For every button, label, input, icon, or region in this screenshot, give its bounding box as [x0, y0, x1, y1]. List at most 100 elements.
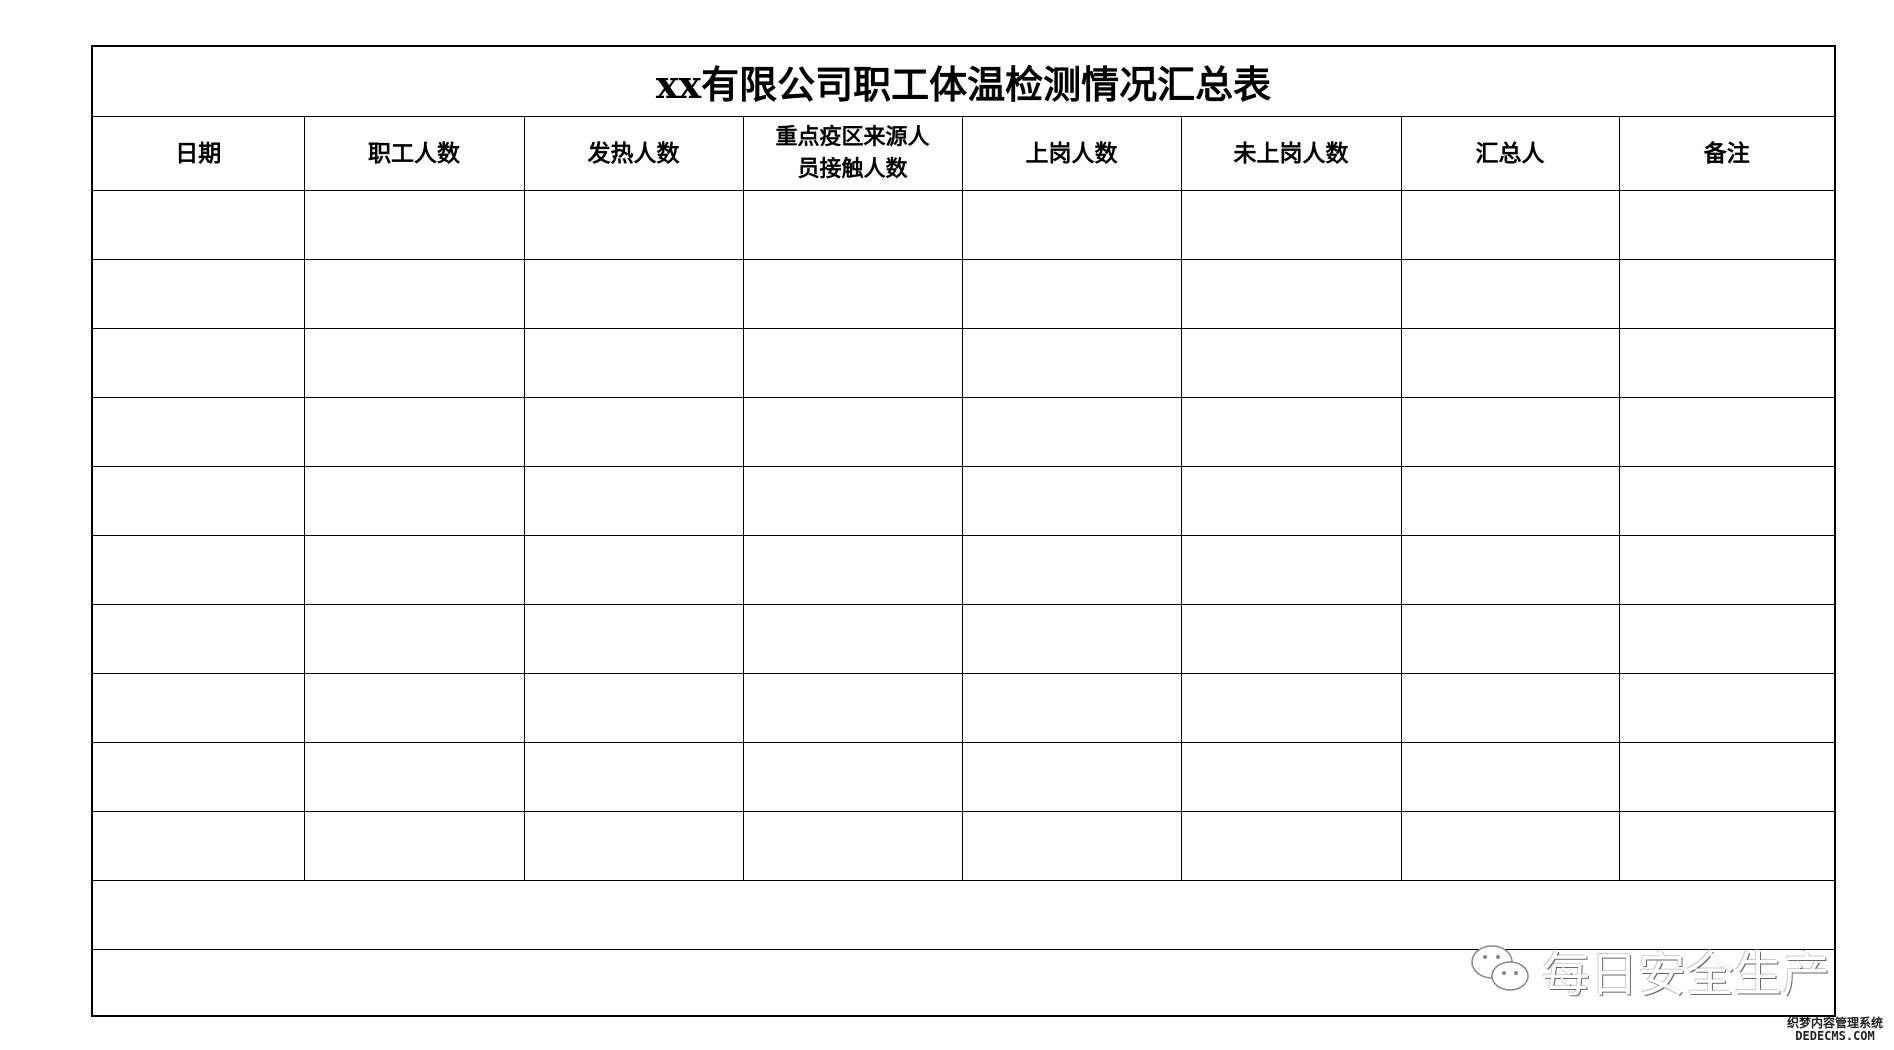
table-cell[interactable] [303, 466, 525, 536]
table-cell[interactable] [93, 397, 305, 467]
table-cell[interactable] [1400, 328, 1620, 398]
table-cell[interactable] [1618, 673, 1834, 743]
table-cell[interactable] [523, 673, 744, 743]
table-cell[interactable] [93, 328, 305, 398]
table-cell[interactable] [961, 811, 1182, 881]
table-cell[interactable] [742, 328, 963, 398]
table-cell[interactable] [1618, 811, 1834, 881]
table-cell[interactable] [1180, 328, 1402, 398]
table-cell[interactable] [961, 466, 1182, 536]
table-cell[interactable] [93, 811, 305, 881]
table-cell[interactable] [742, 811, 963, 881]
table-cell[interactable] [1618, 466, 1834, 536]
table-cell[interactable] [742, 604, 963, 674]
table-cell[interactable] [742, 535, 963, 605]
table-cell[interactable] [523, 811, 744, 881]
table-cell[interactable] [523, 535, 744, 605]
table-cell[interactable] [1400, 535, 1620, 605]
table-cell[interactable] [742, 742, 963, 812]
table-cell[interactable] [523, 604, 744, 674]
table-row [93, 259, 1834, 329]
table-cell[interactable] [303, 259, 525, 329]
column-header: 备注 [1618, 116, 1834, 191]
table-cell[interactable] [1180, 811, 1402, 881]
table-cell[interactable] [303, 397, 525, 467]
table-cell[interactable] [303, 328, 525, 398]
table-cell[interactable] [1400, 673, 1620, 743]
table-cell[interactable] [523, 190, 744, 260]
table-cell[interactable] [1618, 397, 1834, 467]
table-cell[interactable] [93, 673, 305, 743]
table-cell[interactable] [961, 535, 1182, 605]
table-cell[interactable] [93, 259, 305, 329]
table-cell[interactable] [303, 673, 525, 743]
table-cell[interactable] [1618, 328, 1834, 398]
table-cell[interactable] [1400, 466, 1620, 536]
table-row [93, 328, 1834, 398]
table-cell[interactable] [1180, 259, 1402, 329]
table-cell[interactable] [961, 190, 1182, 260]
table-cell[interactable] [1618, 742, 1834, 812]
footer-row [93, 949, 1834, 1018]
temperature-summary-sheet: xx有限公司职工体温检测情况汇总表 日期 职工人数 发热人数 重点疫区来源人 员接触人数… [91, 45, 1836, 1018]
table-cell[interactable] [742, 259, 963, 329]
footer-cell[interactable] [93, 880, 1834, 950]
table-cell[interactable] [1180, 742, 1402, 812]
table-row [93, 742, 1834, 812]
table-cell[interactable] [1400, 190, 1620, 260]
table-cell[interactable] [1400, 397, 1620, 467]
watermark: 每日安全生产 [1470, 935, 1830, 1005]
table-cell[interactable] [523, 328, 744, 398]
table-cell[interactable] [93, 535, 305, 605]
column-header: 上岗人数 [961, 116, 1182, 191]
table-cell[interactable] [1180, 466, 1402, 536]
table-cell[interactable] [303, 742, 525, 812]
table-cell[interactable] [961, 328, 1182, 398]
table-cell[interactable] [742, 397, 963, 467]
table-title: xx有限公司职工体温检测情况汇总表 [93, 47, 1834, 117]
table-cell[interactable] [1180, 604, 1402, 674]
table-cell[interactable] [93, 604, 305, 674]
table-row [93, 604, 1834, 674]
table-cell[interactable] [961, 673, 1182, 743]
table-cell[interactable] [961, 742, 1182, 812]
table-cell[interactable] [523, 397, 744, 467]
table-cell[interactable] [1180, 535, 1402, 605]
table-cell[interactable] [1400, 604, 1620, 674]
table-cell[interactable] [93, 742, 305, 812]
table-cell[interactable] [303, 604, 525, 674]
table-cell[interactable] [1180, 673, 1402, 743]
table-cell[interactable] [93, 190, 305, 260]
table-cell[interactable] [523, 259, 744, 329]
column-header: 职工人数 [303, 116, 525, 191]
table-cell[interactable] [523, 466, 744, 536]
table-cell[interactable] [523, 742, 744, 812]
table-cell[interactable] [742, 190, 963, 260]
table-cell[interactable] [1180, 190, 1402, 260]
column-header: 发热人数 [523, 116, 744, 191]
table-cell[interactable] [303, 811, 525, 881]
table-cell[interactable] [1618, 535, 1834, 605]
table-cell[interactable] [961, 397, 1182, 467]
table-cell[interactable] [1618, 604, 1834, 674]
table-cell[interactable] [93, 466, 305, 536]
table-cell[interactable] [1618, 259, 1834, 329]
table-cell[interactable] [961, 604, 1182, 674]
site-mark-line2: DEDECMS.COM [1795, 1029, 1875, 1043]
table-cell[interactable] [742, 466, 963, 536]
table-cell[interactable] [1400, 259, 1620, 329]
footer-cell[interactable] [93, 949, 1834, 1018]
table-cell[interactable] [1400, 811, 1620, 881]
wechat-icon [1471, 945, 1529, 991]
site-mark: 织梦内容管理系统 DEDECMS.COM [1787, 1017, 1883, 1043]
table-cell[interactable] [1400, 742, 1620, 812]
column-header: 汇总人 [1400, 116, 1620, 191]
table-cell[interactable] [1180, 397, 1402, 467]
table-cell[interactable] [303, 190, 525, 260]
table-cell[interactable] [1618, 190, 1834, 260]
table-cell[interactable] [742, 673, 963, 743]
table-cell[interactable] [961, 259, 1182, 329]
table-cell[interactable] [303, 535, 525, 605]
table-row [93, 673, 1834, 743]
column-header: 未上岗人数 [1180, 116, 1402, 191]
